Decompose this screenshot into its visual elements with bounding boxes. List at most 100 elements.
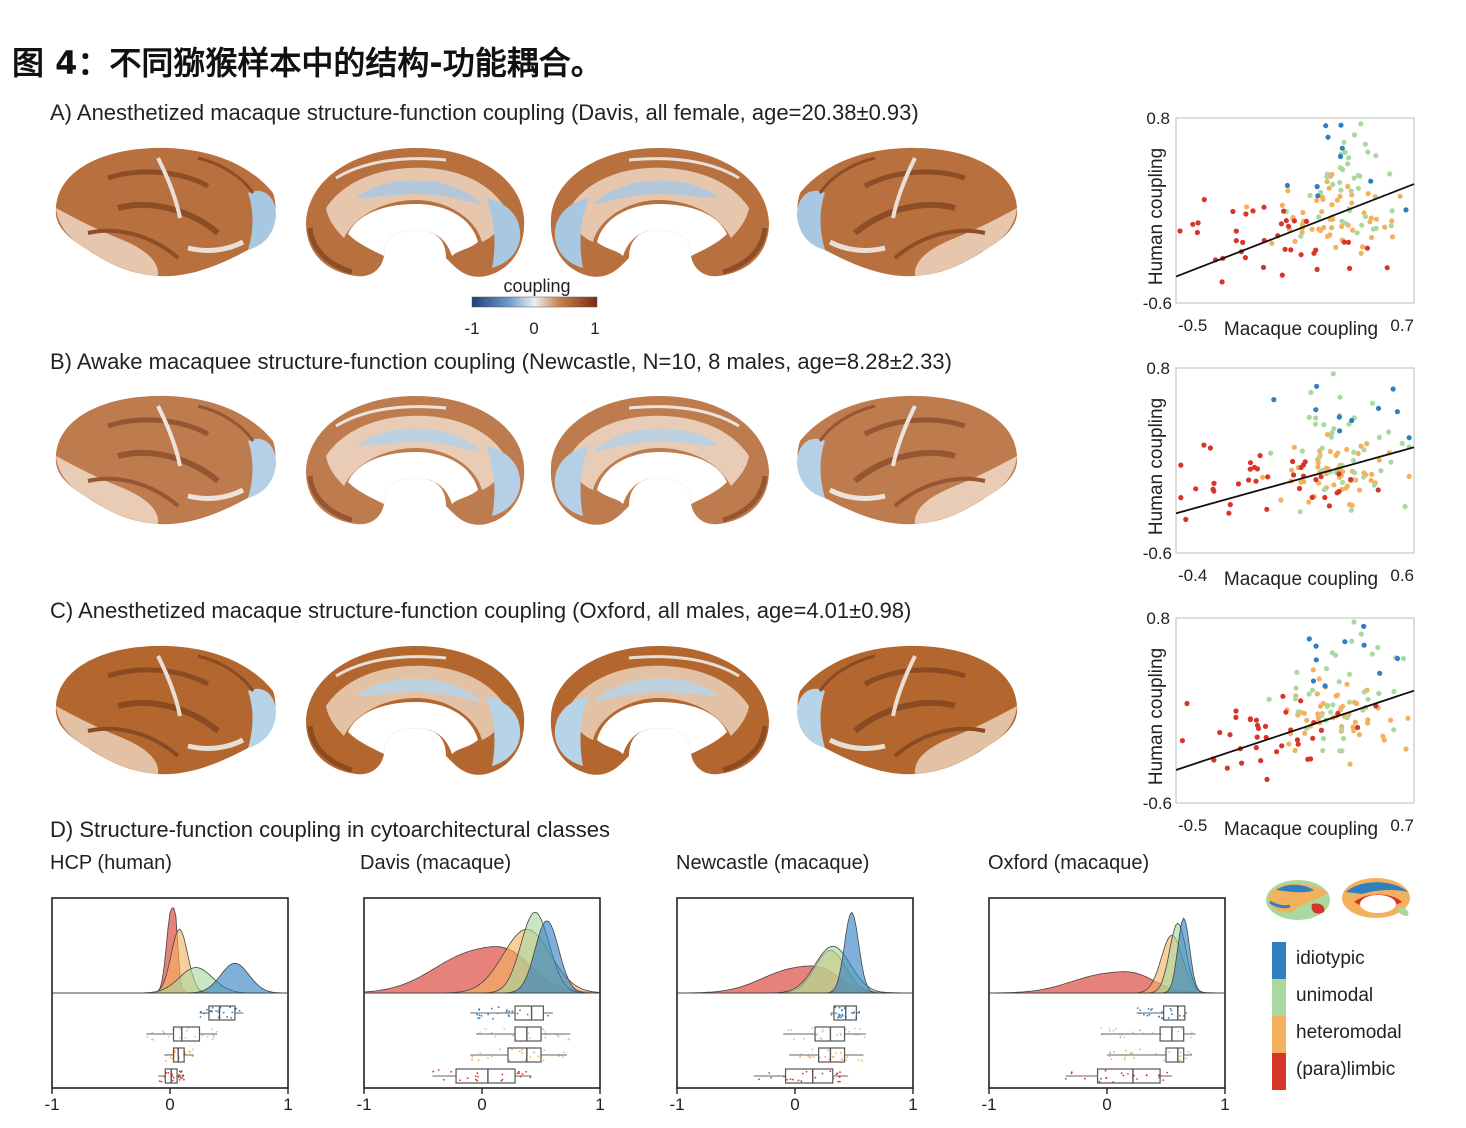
box-jitter-point bbox=[477, 1017, 479, 1020]
scatter-point-paralimbic bbox=[1264, 776, 1270, 782]
regression-line bbox=[1175, 183, 1415, 278]
scatter-point-heteromodal bbox=[1359, 244, 1366, 250]
box-jitter-point bbox=[807, 1055, 810, 1058]
scatter-point-unimodal bbox=[1341, 139, 1347, 145]
box-jitter-point bbox=[787, 1029, 790, 1032]
scatter-point-unimodal bbox=[1312, 421, 1318, 427]
box-jitter-point bbox=[803, 1037, 805, 1040]
x-tick-min: -0.5 bbox=[1178, 816, 1207, 835]
regression-line bbox=[1175, 689, 1415, 771]
box-jitter-point bbox=[151, 1038, 153, 1040]
box-jitter-point bbox=[1169, 1007, 1172, 1010]
scatter-point-unimodal bbox=[1373, 225, 1379, 231]
scatter-point-heteromodal bbox=[1309, 226, 1315, 232]
scatter-point-paralimbic bbox=[1348, 476, 1354, 483]
scatter-point-paralimbic bbox=[1243, 211, 1249, 217]
brain-view-lateral bbox=[55, 645, 276, 775]
box-jitter-point bbox=[1131, 1052, 1134, 1055]
box-jitter-point bbox=[191, 1055, 194, 1058]
scatter-point-unimodal bbox=[1299, 448, 1305, 454]
scatter-point-unimodal bbox=[1391, 688, 1397, 694]
box-jitter-point bbox=[792, 1078, 794, 1081]
scatter-point-paralimbic bbox=[1375, 487, 1381, 493]
scatter-point-paralimbic bbox=[1258, 758, 1264, 764]
legend-medial-brain-icon bbox=[1342, 878, 1410, 918]
colorbar: coupling -1 0 1 bbox=[464, 276, 599, 338]
scatter-point-heteromodal bbox=[1300, 209, 1306, 216]
box-jitter-point bbox=[758, 1078, 760, 1081]
scatter-point-heteromodal bbox=[1345, 183, 1351, 189]
scatter-point-paralimbic bbox=[1227, 732, 1233, 738]
box-jitter-point bbox=[770, 1076, 772, 1079]
box-jitter-point bbox=[177, 1076, 180, 1078]
scatter-point-paralimbic bbox=[1217, 729, 1223, 736]
box-jitter-point bbox=[1131, 1031, 1134, 1034]
scatter-point-idiotypic bbox=[1314, 184, 1320, 190]
box-jitter-point bbox=[179, 1036, 181, 1039]
scatter-point-paralimbic bbox=[1303, 218, 1310, 224]
brain-view-lateral bbox=[797, 147, 1018, 277]
scatter-point-unimodal bbox=[1365, 696, 1371, 702]
box-jitter-point bbox=[1147, 1007, 1150, 1010]
box-jitter-point bbox=[1190, 1031, 1193, 1034]
scatter-point-heteromodal bbox=[1349, 192, 1355, 198]
box-heteromodal bbox=[507, 1047, 542, 1063]
scatter-point-heteromodal bbox=[1269, 240, 1275, 246]
box-jitter-point bbox=[206, 1035, 209, 1038]
scatter-point-unimodal bbox=[1306, 691, 1312, 697]
box-jitter-point bbox=[557, 1055, 560, 1057]
box-jitter-point bbox=[179, 1071, 182, 1073]
scatter-point-idiotypic bbox=[1313, 643, 1319, 649]
box-jitter-point bbox=[1157, 1074, 1160, 1077]
legend-brain-icons bbox=[1266, 878, 1410, 920]
box-jitter-point bbox=[518, 1070, 520, 1073]
box-heteromodal bbox=[818, 1047, 846, 1063]
scatter-point-paralimbic bbox=[1224, 765, 1230, 771]
scatter-point-unimodal bbox=[1323, 666, 1330, 672]
scatter-point-unimodal bbox=[1337, 179, 1343, 185]
box-jitter-point bbox=[1104, 1069, 1107, 1072]
scatter-point-paralimbic bbox=[1253, 745, 1259, 751]
x-tick-label: -1 bbox=[356, 1095, 371, 1114]
scatter-point-paralimbic bbox=[1264, 506, 1270, 512]
scatter-point-idiotypic bbox=[1337, 153, 1344, 160]
box-jitter-point bbox=[471, 1058, 473, 1061]
scatter-point-heteromodal bbox=[1358, 443, 1364, 449]
scatter-axes bbox=[1175, 617, 1415, 804]
brain-view-lateral bbox=[797, 395, 1018, 525]
scatter-point-idiotypic bbox=[1403, 207, 1409, 213]
box-jitter-point bbox=[529, 1076, 532, 1079]
box-jitter-point bbox=[1160, 1017, 1163, 1019]
scatter-point-heteromodal bbox=[1327, 232, 1333, 238]
scatter-point-paralimbic bbox=[1193, 486, 1199, 492]
box-jitter-point bbox=[1112, 1029, 1115, 1032]
box-idiotypic bbox=[514, 1005, 544, 1021]
box-jitter-point bbox=[1070, 1072, 1073, 1075]
legend-label: (para)limbic bbox=[1296, 1059, 1396, 1080]
scatter-point-heteromodal bbox=[1344, 446, 1350, 453]
box-jitter-point bbox=[1100, 1027, 1103, 1030]
scatter-point-heteromodal bbox=[1331, 482, 1337, 488]
scatter-point-unimodal bbox=[1330, 181, 1336, 188]
scatter-point-paralimbic bbox=[1318, 474, 1324, 480]
scatter-point-unimodal bbox=[1355, 185, 1361, 191]
box-jitter-point bbox=[500, 1079, 503, 1082]
scatter-point-heteromodal bbox=[1335, 450, 1341, 456]
box-jitter-point bbox=[511, 1010, 514, 1013]
scatter-point-unimodal bbox=[1316, 454, 1323, 460]
box-jitter-point bbox=[163, 1031, 166, 1034]
scatter-point-paralimbic bbox=[1279, 272, 1285, 278]
box-heteromodal bbox=[1165, 1047, 1185, 1063]
scatter-point-unimodal bbox=[1352, 470, 1358, 476]
y-tick-min: -0.6 bbox=[1143, 294, 1172, 313]
box-jitter-point bbox=[1146, 1014, 1149, 1017]
box-jitter-point bbox=[474, 1075, 477, 1077]
box-jitter-point bbox=[792, 1038, 795, 1041]
scatter-point-heteromodal bbox=[1310, 667, 1316, 673]
scatter-point-heteromodal bbox=[1314, 197, 1320, 204]
box-jitter-point bbox=[490, 1032, 493, 1034]
scatter-point-heteromodal bbox=[1361, 470, 1367, 476]
box-jitter-point bbox=[492, 1017, 494, 1020]
box-jitter-point bbox=[544, 1031, 547, 1033]
scatter-point-paralimbic bbox=[1384, 265, 1390, 271]
